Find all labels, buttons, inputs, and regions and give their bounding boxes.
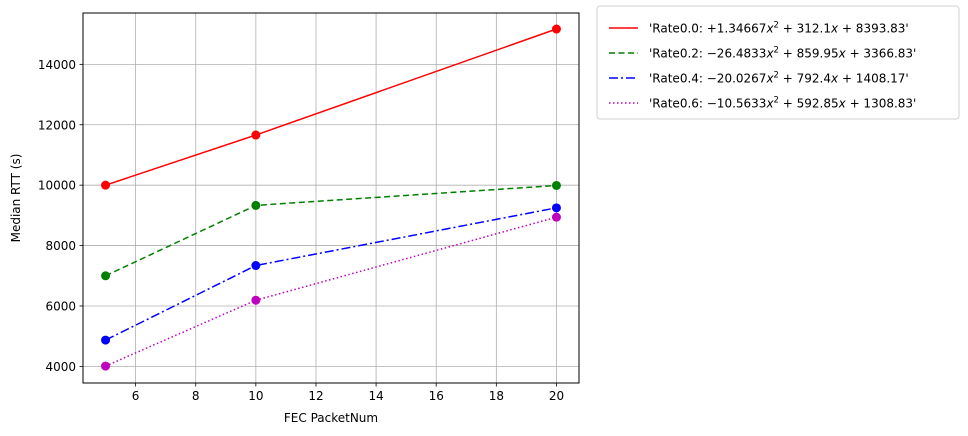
data-point [551,212,561,222]
data-point [251,200,261,210]
y-tick-label: 10000 [38,179,76,193]
legend-label: 'Rate0.2: −26.4833x2 + 859.95x + 3366.83… [649,46,916,61]
plot-area [82,12,580,384]
legend-item: 'Rate0.0: +1.34667x2 + 312.1x + 8393.83' [609,21,909,36]
x-tick-label: 16 [429,389,444,403]
x-tick-label: 12 [308,389,323,403]
y-tick-label: 14000 [38,58,76,72]
y-axis: 4000 6000 8000 10000 12000 14000 [38,58,83,374]
legend-item: 'Rate0.2: −26.4833x2 + 859.95x + 3366.83… [609,46,916,61]
x-tick-label: 10 [248,389,263,403]
grid [83,13,579,383]
x-tick-label: 8 [192,389,200,403]
data-point [251,130,261,140]
data-point [551,180,561,190]
series-0 [101,24,561,190]
x-axis-label: FEC PacketNum [284,411,378,425]
series-line [105,28,557,186]
legend-item: 'Rate0.4: −20.0267x2 + 792.4x + 1408.17' [609,71,909,86]
x-tick-label: 14 [368,389,383,403]
series-line [105,184,557,277]
x-tick-label: 6 [132,389,140,403]
series-3 [101,212,561,371]
series-line [105,216,557,367]
legend-label: 'Rate0.0: +1.34667x2 + 312.1x + 8393.83' [649,21,909,36]
series-2 [101,203,561,345]
series-1 [101,180,561,281]
data-point [251,295,261,305]
y-tick-label: 4000 [45,360,76,374]
x-axis: 6 8 10 12 14 16 18 20 [132,383,564,403]
x-tick-label: 18 [489,389,504,403]
data-point [251,261,261,271]
y-tick-label: 6000 [45,299,76,313]
legend-box [596,5,960,120]
data-point [551,24,561,34]
series-line [105,207,557,341]
data-point [101,335,111,345]
data-point [551,203,561,213]
legend-label: 'Rate0.6: −10.5633x2 + 592.85x + 1308.83… [649,96,916,111]
y-tick-label: 12000 [38,118,76,132]
data-point [101,361,111,371]
series-layer [101,24,561,371]
x-tick-label: 20 [549,389,564,403]
legend-item: 'Rate0.6: −10.5633x2 + 592.85x + 1308.83… [609,96,916,111]
data-point [101,271,111,281]
y-tick-label: 8000 [45,239,76,253]
data-point [101,180,111,190]
y-axis-label: Median RTT (s) [9,154,23,243]
legend: 'Rate0.0: +1.34667x2 + 312.1x + 8393.83'… [596,5,960,120]
legend-label: 'Rate0.4: −20.0267x2 + 792.4x + 1408.17' [649,71,909,86]
